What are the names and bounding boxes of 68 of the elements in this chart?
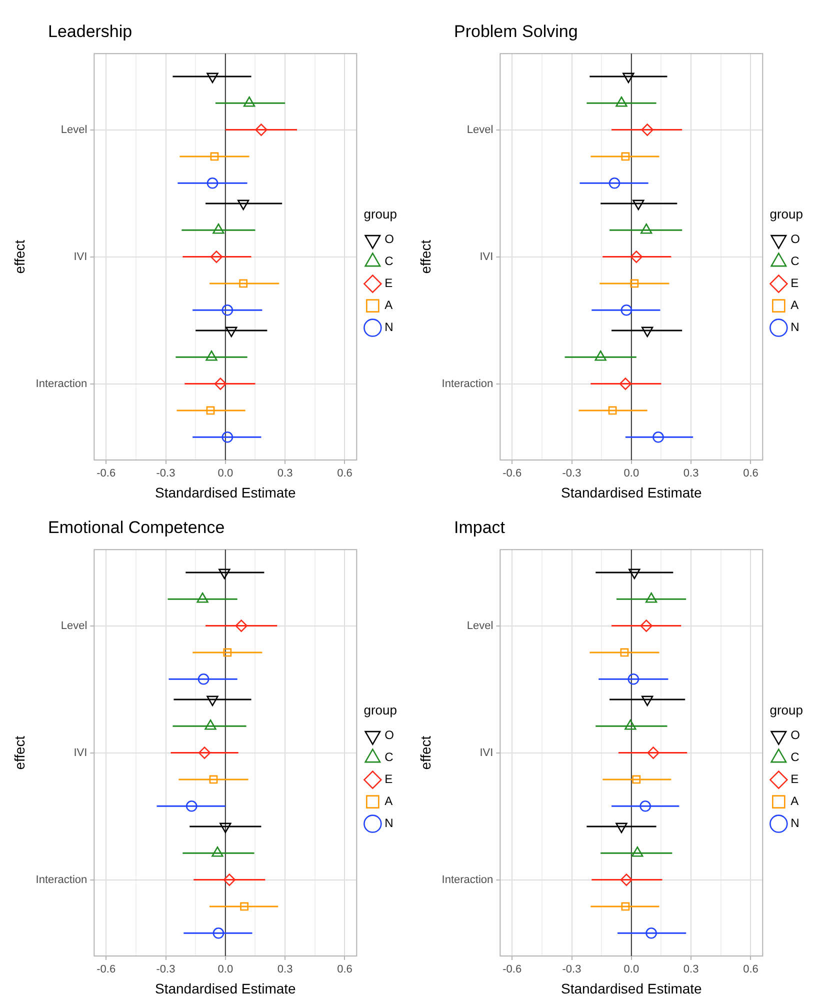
legend-label: A bbox=[790, 298, 799, 312]
y-tick-label: Interaction bbox=[442, 874, 494, 886]
legend-label: N bbox=[790, 816, 800, 830]
y-axis-title: effect bbox=[11, 736, 28, 770]
legend-label: N bbox=[790, 320, 800, 334]
legend-label: A bbox=[384, 298, 393, 312]
legend-label: C bbox=[384, 254, 394, 268]
legend-label: E bbox=[384, 772, 393, 786]
y-axis-title: effect bbox=[417, 736, 434, 770]
x-tick-label: 0.6 bbox=[743, 964, 758, 976]
y-tick-label: Interaction bbox=[36, 874, 88, 886]
legend-label: O bbox=[384, 728, 394, 742]
y-tick-label: IVI bbox=[480, 250, 494, 263]
chart-title: Problem Solving bbox=[454, 22, 579, 42]
x-tick-label: -0.6 bbox=[502, 468, 522, 480]
legend-label: O bbox=[790, 232, 800, 246]
x-tick-label: -0.3 bbox=[156, 468, 176, 480]
x-tick-label: 0.3 bbox=[277, 964, 293, 976]
chart-title: Emotional Competence bbox=[48, 518, 226, 538]
x-tick-label: 0.6 bbox=[743, 468, 758, 480]
x-axis-title: Standardised Estimate bbox=[154, 484, 296, 500]
y-tick-label: Interaction bbox=[442, 378, 494, 390]
x-axis-title: Standardised Estimate bbox=[154, 980, 296, 996]
chart-title: Leadership bbox=[48, 22, 134, 42]
legend-label: O bbox=[384, 232, 394, 246]
y-tick-label: Level bbox=[60, 124, 88, 136]
x-axis-title: Standardised Estimate bbox=[560, 980, 702, 996]
legend-label: N bbox=[384, 320, 394, 334]
legend-label: O bbox=[790, 728, 800, 742]
x-tick-label: -0.6 bbox=[96, 964, 116, 976]
y-tick-label: IVI bbox=[74, 746, 88, 759]
legend-label: E bbox=[790, 276, 799, 290]
x-tick-label: -0.6 bbox=[96, 468, 116, 480]
x-tick-label: 0.0 bbox=[218, 468, 234, 480]
y-tick-label: Level bbox=[466, 124, 494, 136]
y-axis-title: effect bbox=[11, 240, 28, 274]
x-tick-label: 0.0 bbox=[624, 468, 640, 480]
legend-label: N bbox=[384, 816, 394, 830]
x-axis-title: Standardised Estimate bbox=[560, 484, 702, 500]
x-tick-label: 0.6 bbox=[337, 964, 352, 976]
x-tick-label: -0.3 bbox=[156, 964, 176, 976]
y-tick-label: Level bbox=[466, 620, 494, 632]
x-tick-label: 0.3 bbox=[683, 964, 699, 976]
legend-label: C bbox=[790, 750, 800, 764]
y-axis-title: effect bbox=[417, 240, 434, 274]
y-tick-label: Interaction bbox=[36, 378, 88, 390]
x-tick-label: 0.3 bbox=[277, 468, 293, 480]
legend-title: group bbox=[770, 206, 803, 222]
x-tick-label: -0.3 bbox=[562, 468, 582, 480]
legend-label: A bbox=[384, 794, 393, 808]
legend-label: A bbox=[790, 794, 799, 808]
x-tick-label: 0.0 bbox=[624, 964, 640, 976]
legend-label: C bbox=[790, 254, 800, 268]
legend-label: E bbox=[384, 276, 393, 290]
y-tick-label: IVI bbox=[74, 250, 88, 263]
legend-label: C bbox=[384, 750, 394, 764]
x-tick-label: 0.6 bbox=[337, 468, 352, 480]
chart-title: Impact bbox=[454, 518, 506, 538]
legend-title: group bbox=[364, 702, 397, 718]
legend-title: group bbox=[770, 702, 803, 718]
x-tick-label: -0.3 bbox=[562, 964, 582, 976]
legend-title: group bbox=[364, 206, 397, 222]
y-tick-label: IVI bbox=[480, 746, 494, 759]
x-tick-label: -0.6 bbox=[502, 964, 522, 976]
y-tick-label: Level bbox=[60, 620, 88, 632]
legend-label: E bbox=[790, 772, 799, 786]
x-tick-label: 0.0 bbox=[218, 964, 234, 976]
x-tick-label: 0.3 bbox=[683, 468, 699, 480]
